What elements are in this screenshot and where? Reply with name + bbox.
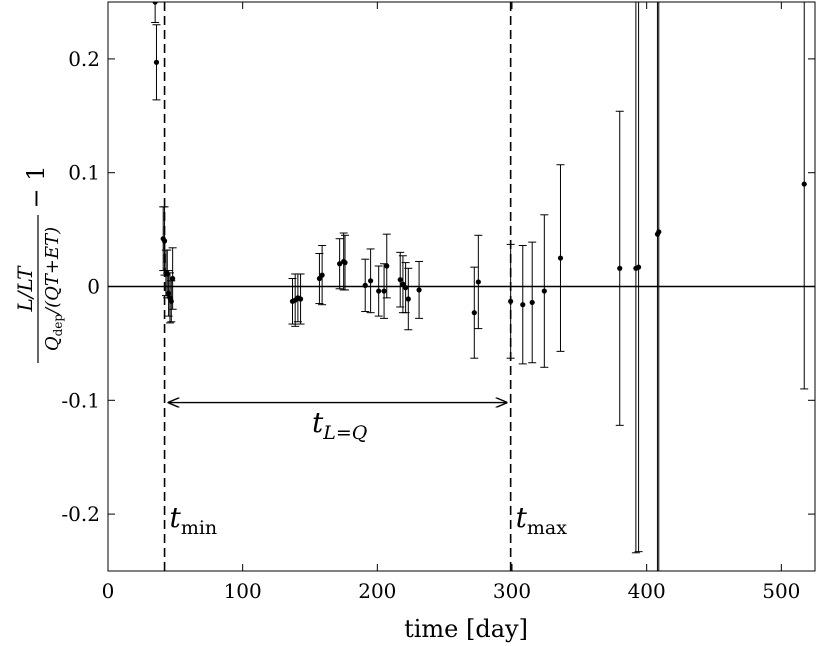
data-point-40: [656, 2, 662, 571]
y-tick-label: 0.2: [68, 47, 100, 71]
data-point-13: [296, 273, 305, 325]
point-marker: [170, 275, 176, 282]
x-tick-label: 0: [102, 579, 115, 603]
tmax-label: tmax: [516, 501, 568, 539]
data-point-0: [151, 2, 160, 23]
data-points: [151, 2, 809, 571]
point-marker: [617, 265, 623, 271]
x-tick-label: 200: [358, 579, 396, 603]
x-tick-label: 300: [493, 579, 531, 603]
point-marker: [557, 255, 564, 261]
y-tick-label: -0.1: [61, 388, 100, 412]
y-axis-label-denominator: Qdep/(QT+ET): [42, 227, 65, 351]
point-marker: [381, 288, 387, 294]
y-tick-label: 0.1: [68, 161, 100, 185]
point-marker: [541, 288, 547, 294]
x-tick-label: 100: [224, 579, 262, 603]
point-marker: [403, 285, 409, 291]
point-marker: [342, 260, 348, 266]
point-marker: [416, 287, 422, 293]
point-marker: [384, 263, 390, 269]
data-point-23: [382, 233, 391, 299]
data-point-24: [396, 251, 405, 308]
x-tick-label: 400: [628, 579, 666, 603]
point-marker: [475, 279, 481, 285]
y-axis-label-minus-one: − 1: [22, 165, 50, 208]
y-axis-label-numerator: L/LT: [13, 265, 37, 313]
data-point-15: [318, 245, 327, 306]
data-point-9: [168, 247, 177, 310]
data-point-36: [615, 110, 624, 426]
data-point-26: [401, 262, 410, 314]
data-point-32: [518, 245, 527, 365]
duration-label: tL=Q: [312, 406, 367, 444]
point-marker: [376, 288, 382, 294]
point-marker: [368, 278, 374, 284]
data-point-35: [556, 164, 565, 352]
tmin-label: tmin: [170, 501, 218, 539]
data-point-20: [366, 248, 375, 314]
point-marker: [152, 2, 158, 5]
y-tick-label: -0.2: [61, 502, 100, 526]
axis-ticks: 0 100 200 300 400 500 -0.2 -0.1 0 0.1 0.2: [61, 2, 815, 603]
annotations: tL=Q tmin tmax: [170, 403, 568, 539]
data-point-41: [800, 2, 809, 390]
data-point-16: [335, 238, 344, 290]
point-marker: [508, 298, 514, 304]
data-point-1: [152, 24, 161, 101]
point-marker: [801, 181, 807, 187]
point-marker: [319, 272, 325, 278]
data-point-38: [634, 2, 643, 553]
point-marker: [153, 59, 160, 65]
data-point-30: [474, 234, 483, 330]
data-point-18: [341, 234, 350, 291]
x-tick-label: 500: [762, 579, 800, 603]
data-point-31: [506, 243, 515, 359]
data-point-29: [470, 266, 479, 359]
point-marker: [161, 238, 168, 244]
data-point-34: [540, 214, 549, 368]
point-marker: [297, 296, 304, 302]
point-marker: [362, 282, 368, 288]
point-marker: [397, 277, 403, 283]
point-marker: [656, 229, 662, 235]
data-point-33: [528, 241, 537, 364]
data-point-27: [404, 267, 413, 331]
point-marker: [471, 310, 477, 316]
point-marker: [635, 264, 642, 270]
y-tick-label: 0: [87, 275, 100, 299]
point-marker: [529, 299, 535, 306]
data-point-3: [160, 206, 169, 276]
y-axis-label: L/LT Qdep/(QT+ET) − 1: [13, 165, 65, 363]
point-marker: [337, 261, 343, 267]
data-point-28: [415, 260, 424, 319]
point-marker: [405, 296, 411, 302]
data-point-19: [361, 258, 370, 313]
data-point-21: [374, 265, 383, 317]
point-marker: [520, 302, 526, 308]
x-axis-label: time [day]: [404, 615, 528, 643]
